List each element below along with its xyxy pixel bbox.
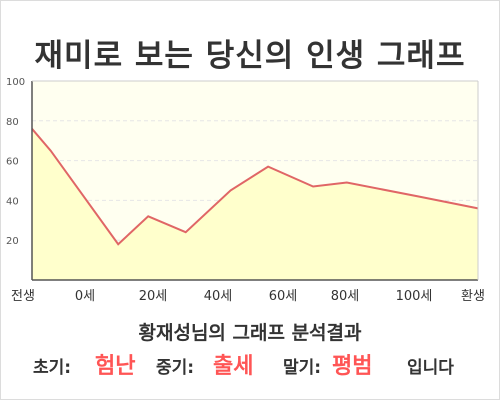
x-tick-label: 환생 [461,289,485,304]
mid-value: 출세 [213,354,254,379]
x-tick-label: 40세 [204,289,233,304]
x-tick-label: 20세 [139,289,168,304]
x-tick-label: 100세 [396,289,433,304]
x-tick-label: 80세 [331,289,360,304]
series-line [31,128,479,246]
x-tick-label: 전생 [11,289,35,304]
x-tick-labels: 전생 0세 20세 40세 60세 80세 100세 환생 [11,289,485,304]
y-tick-labels: 20 40 60 80 100 [6,77,25,247]
x-tick-label: 0세 [75,289,95,304]
area-fill [32,128,478,280]
mid-label: 중기: [156,358,195,378]
x-tick-label: 60세 [269,289,298,304]
late-value: 평범 [332,354,373,379]
y-tick-label: 40 [6,196,19,207]
y-tick-label: 60 [6,157,19,168]
result-suffix: 입니다 [407,358,454,378]
y-tick-label: 20 [6,236,19,247]
result-caption: 황재성님의 그래프 분석결과 [138,322,362,344]
axes [31,80,479,281]
y-tick-label: 100 [6,77,25,88]
y-tick-label: 80 [6,117,19,128]
late-label: 말기: [283,358,322,378]
early-label: 초기: [33,358,72,378]
page-title: 재미로 보는 당신의 인생 그래프 [34,38,466,74]
early-value: 험난 [95,354,136,379]
